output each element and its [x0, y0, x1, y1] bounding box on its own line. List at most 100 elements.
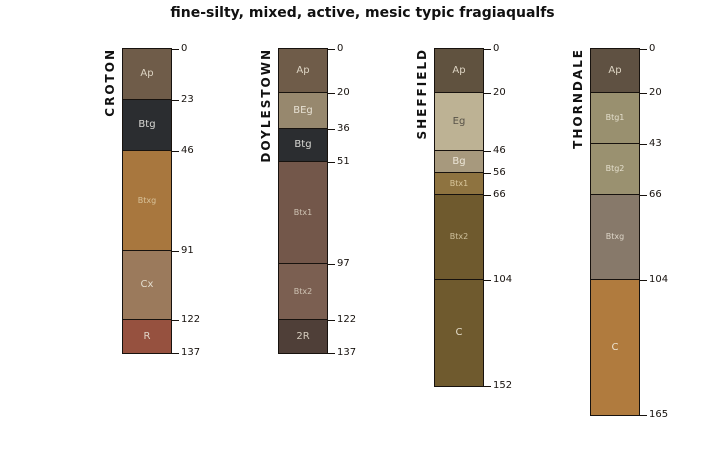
profile-column: Ap Btg1 Btg2 Btxg C — [590, 48, 640, 416]
depth-tick-line — [483, 150, 491, 152]
horizon-btg: Btg — [123, 100, 171, 151]
horizon-label: C — [611, 341, 619, 353]
horizon-beg: BEg — [279, 93, 327, 129]
horizon-label: Cx — [140, 279, 154, 290]
horizon-ap: Ap — [279, 49, 327, 93]
depth-tick-value: 122 — [181, 314, 201, 325]
depth-tick-value: 104 — [493, 274, 513, 285]
horizon-r: R — [123, 320, 171, 353]
profile-column: Ap Btg Btxg Cx R — [122, 48, 172, 354]
depth-tick: 165 — [639, 410, 668, 420]
depth-tick: 0 — [327, 44, 343, 54]
depth-tick-value: 46 — [181, 145, 194, 156]
depth-tick-value: 104 — [649, 274, 669, 285]
depth-tick-value: 51 — [337, 156, 350, 167]
horizon-btx2: Btx2 — [279, 264, 327, 320]
horizon-label: Btx1 — [449, 178, 469, 188]
depth-tick-line — [327, 48, 335, 50]
horizon-c: C — [435, 280, 483, 386]
horizon-label: Ap — [452, 64, 466, 76]
horizon-label: Btx2 — [293, 286, 313, 296]
depth-tick-value: 122 — [337, 314, 357, 325]
depth-tick: 0 — [483, 44, 499, 54]
depth-tick-line — [171, 319, 179, 321]
depth-tick-line — [327, 128, 335, 130]
horizon-label: Btx1 — [293, 207, 313, 217]
depth-tick-value: 91 — [181, 245, 194, 256]
depth-tick-line — [327, 161, 335, 163]
depth-tick: 122 — [327, 315, 356, 325]
horizon-btg2: Btg2 — [591, 144, 639, 195]
horizon-label: Eg — [452, 115, 466, 127]
horizon-btx1: Btx1 — [435, 173, 483, 195]
depth-tick: 23 — [171, 95, 194, 105]
depth-tick-value: 20 — [493, 87, 506, 98]
depth-tick-line — [639, 48, 647, 50]
depth-tick: 66 — [483, 190, 506, 200]
horizon-label: Ap — [608, 64, 622, 76]
horizon-label: Btg — [294, 139, 312, 150]
depth-tick: 20 — [483, 88, 506, 98]
horizon-label: Btxg — [137, 195, 157, 205]
depth-tick-value: 43 — [649, 138, 662, 149]
horizon-btg: Btg — [279, 129, 327, 162]
depth-tick-value: 137 — [181, 347, 201, 358]
depth-tick: 66 — [639, 190, 662, 200]
depth-tick-line — [171, 250, 179, 252]
depth-tick: 137 — [171, 348, 200, 358]
depth-tick: 104 — [483, 275, 512, 285]
depth-tick-line — [171, 150, 179, 152]
depth-tick: 20 — [327, 88, 350, 98]
horizon-label: C — [455, 327, 463, 338]
depth-tick: 0 — [639, 44, 655, 54]
horizon-label: Btg — [138, 119, 156, 130]
profile-name-label: DOYLESTOWN — [259, 48, 273, 163]
depth-tick-value: 20 — [649, 87, 662, 98]
depth-tick-value: 0 — [337, 43, 344, 54]
depth-tick-value: 0 — [493, 43, 500, 54]
depth-tick: 46 — [483, 146, 506, 156]
depth-tick: 91 — [171, 246, 194, 256]
depth-tick-value: 137 — [337, 347, 357, 358]
soil-profile-croton: CROTON Ap Btg Btxg Cx R 0 23 46 91 122 137 — [103, 44, 200, 358]
depth-tick-line — [327, 352, 335, 354]
horizon-2r: 2R — [279, 320, 327, 353]
depth-tick: 152 — [483, 381, 512, 391]
horizon-btx2: Btx2 — [435, 195, 483, 280]
horizon-label: 2R — [296, 330, 310, 342]
depth-tick-line — [171, 48, 179, 50]
depth-tick: 137 — [327, 348, 356, 358]
horizon-btx1: Btx1 — [279, 162, 327, 264]
depth-tick-line — [483, 279, 491, 281]
horizon-ap: Ap — [591, 49, 639, 93]
profile-name-label: SHEFFIELD — [415, 48, 429, 140]
depth-tick-line — [483, 194, 491, 196]
depth-tick-line — [171, 352, 179, 354]
depth-tick: 20 — [639, 88, 662, 98]
horizon-eg: Eg — [435, 93, 483, 151]
horizon-label: Btg2 — [605, 164, 625, 173]
soil-profile-thorndale: THORNDALE Ap Btg1 Btg2 Btxg C 0 20 43 66 104 165 — [571, 44, 668, 420]
depth-tick-value: 66 — [649, 189, 662, 200]
depth-tick-line — [483, 92, 491, 94]
horizon-btg1: Btg1 — [591, 93, 639, 144]
horizon-btxg: Btxg — [123, 151, 171, 251]
depth-tick-value: 97 — [337, 258, 350, 269]
horizon-label: Btg1 — [605, 113, 625, 122]
depth-tick-line — [327, 319, 335, 321]
profile-column: Ap BEg Btg Btx1 Btx2 2R — [278, 48, 328, 354]
horizon-c: C — [591, 280, 639, 415]
depth-tick: 51 — [327, 157, 350, 167]
depth-tick: 0 — [171, 44, 187, 54]
depth-tick-value: 56 — [493, 167, 506, 178]
horizon-label: Ap — [140, 68, 154, 79]
depth-tick-value: 0 — [649, 43, 656, 54]
depth-tick-value: 36 — [337, 123, 350, 134]
horizon-ap: Ap — [435, 49, 483, 93]
soil-profile-doylestown: DOYLESTOWN Ap BEg Btg Btx1 Btx2 2R 0 20 36 51 97 122… — [259, 44, 356, 358]
depth-tick: 36 — [327, 124, 350, 134]
depth-tick: 97 — [327, 259, 350, 269]
horizon-label: R — [143, 330, 151, 342]
depth-tick: 43 — [639, 139, 662, 149]
